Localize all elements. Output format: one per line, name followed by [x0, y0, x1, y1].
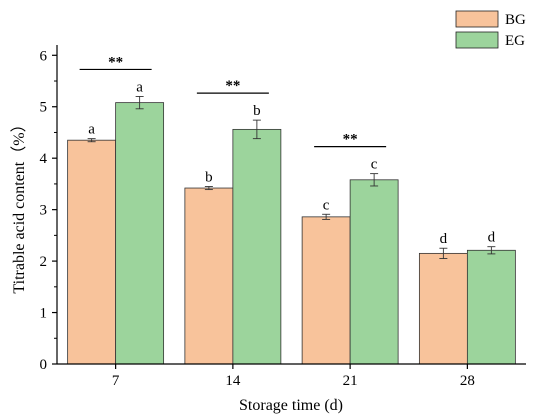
- x-axis-title: Storage time (d): [239, 397, 343, 414]
- x-tick-7: 7: [112, 364, 120, 389]
- legend-swatch-eg: [455, 31, 499, 49]
- y-tick-label-3: 3: [40, 203, 48, 219]
- error-bar-eg-7: [135, 96, 144, 110]
- x-tick-label-21: 21: [343, 373, 358, 389]
- bar-letter-eg-7: a: [136, 79, 143, 95]
- x-tick-28: 28: [460, 364, 475, 389]
- y-tick-0: 0: [40, 337, 57, 373]
- x-tick-label-28: 28: [460, 373, 475, 389]
- bar-letter-bg-14: b: [205, 169, 213, 185]
- bars-group: [67, 102, 516, 365]
- error-bar-bg-28: [439, 247, 448, 259]
- significance-label-7: **: [108, 54, 123, 70]
- y-tick-label-2: 2: [40, 254, 48, 270]
- bar-eg-7: [115, 102, 165, 365]
- bar-letter-eg-14: b: [253, 103, 261, 119]
- error-bar-eg-28: [487, 246, 496, 255]
- bar-bg-14: [184, 187, 234, 365]
- x-tick-label-7: 7: [112, 373, 120, 389]
- error-bars-group: [87, 96, 496, 259]
- bar-eg-21: [349, 179, 399, 365]
- bar-letter-bg-7: a: [88, 122, 95, 138]
- y-tick-label-6: 6: [40, 48, 48, 64]
- legend-label-eg: EG: [505, 33, 525, 49]
- y-tick-label-0: 0: [40, 357, 48, 373]
- significance-marker-21: **: [314, 132, 387, 148]
- y-tick-4: 4: [40, 131, 57, 167]
- error-bar-bg-14: [204, 186, 213, 191]
- x-tick-14: 14: [225, 364, 241, 389]
- bar-letter-eg-28: d: [488, 230, 496, 246]
- bar-letters-group: a b c d a b c d: [88, 79, 495, 247]
- bar-eg-14: [232, 128, 282, 365]
- y-ticks-group: 0 1 2 3 4 5 6: [40, 48, 57, 373]
- error-bar-eg-14: [252, 119, 261, 140]
- legend-label-bg: BG: [505, 12, 526, 28]
- bar-letter-bg-28: d: [440, 231, 448, 247]
- x-tick-label-14: 14: [225, 373, 241, 389]
- bar-eg-28: [466, 249, 516, 365]
- axes-group: [56, 45, 526, 365]
- bar-bg-28: [418, 252, 468, 365]
- error-bar-bg-7: [87, 138, 96, 143]
- bar-letter-bg-21: c: [323, 197, 330, 213]
- significance-marker-7: **: [79, 54, 152, 70]
- significance-marker-14: **: [196, 78, 269, 94]
- y-tick-2: 2: [40, 234, 57, 270]
- legend: BG EG: [455, 10, 526, 49]
- significance-label-21: **: [343, 132, 358, 148]
- y-axis-title: Titrable acid content（%）: [10, 116, 28, 293]
- bar-letter-eg-21: c: [371, 157, 378, 173]
- legend-swatch-bg: [455, 10, 499, 28]
- y-tick-label-4: 4: [40, 151, 48, 167]
- x-tick-21: 21: [343, 364, 358, 389]
- x-ticks-group: 7 14 21 28: [112, 364, 475, 389]
- bar-bg-7: [67, 139, 117, 365]
- error-bar-eg-21: [370, 173, 379, 187]
- error-bar-bg-21: [322, 213, 331, 220]
- y-tick-label-5: 5: [40, 100, 48, 116]
- y-tick-6: 6: [40, 48, 57, 64]
- y-tick-5: 5: [40, 80, 57, 116]
- significance-group: ** ** **: [79, 54, 387, 148]
- y-tick-1: 1: [40, 286, 57, 322]
- y-tick-3: 3: [40, 183, 57, 219]
- significance-label-14: **: [225, 78, 240, 94]
- bar-bg-21: [301, 216, 351, 365]
- y-tick-label-1: 1: [40, 306, 48, 322]
